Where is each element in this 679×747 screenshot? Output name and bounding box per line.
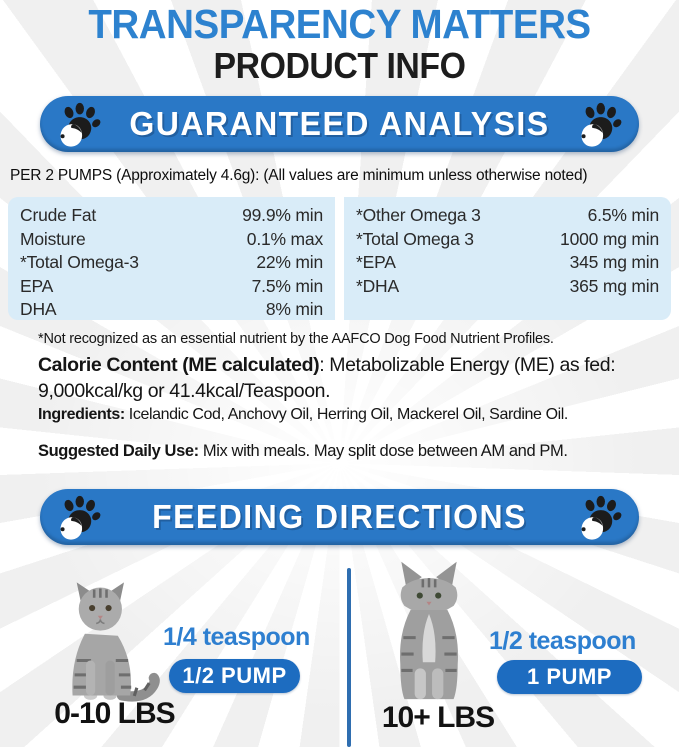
paw-dog-logo-icon bbox=[581, 102, 622, 147]
feeding-section-divider bbox=[347, 568, 351, 747]
calorie-label: Calorie Content (ME calculated) bbox=[38, 354, 320, 376]
guaranteed-analysis-banner: GUARANTEED ANALYSIS bbox=[40, 96, 639, 152]
nutrient-value: 99.9% min bbox=[242, 205, 323, 225]
nutrient-label: *DHA bbox=[356, 275, 399, 296]
analysis-table-left-column: Crude Fat 99.9% min Moisture 0.1% max *T… bbox=[8, 197, 335, 320]
dose-teaspoon-left: 1/4 teaspoon bbox=[163, 623, 310, 651]
feeding-directions-banner: FEEDING DIRECTIONS bbox=[40, 489, 639, 545]
suggested-daily-use: Suggested Daily Use: Mix with meals. May… bbox=[38, 442, 658, 461]
serving-note: PER 2 PUMPS (Approximately 4.6g): (All v… bbox=[10, 167, 588, 184]
table-row: *DHA 365 mg min bbox=[356, 275, 659, 299]
page-subtitle: PRODUCT INFO bbox=[213, 45, 466, 86]
table-row: DHA 8% min bbox=[20, 298, 323, 322]
nutrient-value: 345 mg min bbox=[569, 252, 660, 272]
table-row: Crude Fat 99.9% min bbox=[20, 204, 323, 228]
nutrient-label: *EPA bbox=[356, 252, 396, 272]
nutrient-value: 6.5% min bbox=[587, 205, 660, 225]
guaranteed-analysis-table: Crude Fat 99.9% min Moisture 0.1% max *T… bbox=[8, 197, 671, 320]
table-row: EPA 7.5% min bbox=[20, 275, 323, 299]
paw-dog-logo-icon bbox=[60, 102, 101, 147]
table-row: *Total Omega 3 1000 mg min bbox=[356, 228, 659, 252]
small-cat-image bbox=[72, 582, 160, 702]
large-cat-image bbox=[400, 561, 458, 700]
nutrient-label: Crude Fat bbox=[20, 205, 97, 225]
table-row: *Other Omega 3 6.5% min bbox=[356, 204, 659, 228]
table-row: *Total Omega-3 22% min bbox=[20, 251, 323, 275]
nutrient-label: Moisture bbox=[20, 228, 86, 249]
table-row: Moisture 0.1% max bbox=[20, 228, 323, 252]
nutrient-label: *Other Omega 3 bbox=[356, 205, 481, 225]
nutrient-value: 8% min bbox=[265, 299, 323, 319]
nutrient-value: 365 mg min bbox=[569, 275, 660, 296]
dose-pump-badge-right: 1 PUMP bbox=[497, 660, 642, 694]
nutrient-label: EPA bbox=[20, 275, 54, 296]
dose-teaspoon-right: 1/2 teaspoon bbox=[489, 627, 636, 655]
table-row: *EPA 345 mg min bbox=[356, 251, 659, 275]
analysis-table-right-column: *Other Omega 3 6.5% min *Total Omega 3 1… bbox=[344, 197, 671, 320]
suggested-label: Suggested Daily Use: bbox=[38, 442, 199, 460]
paw-dog-logo-icon bbox=[60, 495, 101, 540]
nutrient-label: DHA bbox=[20, 299, 57, 319]
guaranteed-analysis-title: GUARANTEED ANALYSIS bbox=[129, 105, 550, 142]
calorie-text: : Metabolizable Energy (ME) as fed: 9,00… bbox=[38, 354, 616, 402]
page-title: TRANSPARENCY MATTERS bbox=[88, 1, 591, 47]
nutrient-value: 7.5% min bbox=[251, 275, 324, 296]
nutrient-label: *Total Omega 3 bbox=[356, 228, 474, 249]
ingredients-label: Ingredients: bbox=[38, 406, 125, 423]
weight-range-right: 10+ LBS bbox=[381, 701, 495, 734]
ingredients: Ingredients: Icelandic Cod, Anchovy Oil,… bbox=[38, 406, 658, 424]
nutrient-value: 1000 mg min bbox=[560, 228, 659, 249]
nutrient-label: *Total Omega-3 bbox=[20, 252, 139, 272]
feeding-directions-title: FEEDING DIRECTIONS bbox=[152, 498, 527, 535]
dose-pump-badge-left: 1/2 PUMP bbox=[169, 659, 300, 693]
nutrient-value: 22% min bbox=[256, 252, 323, 272]
nutrient-value: 0.1% max bbox=[246, 228, 323, 249]
calorie-content: Calorie Content (ME calculated): Metabol… bbox=[38, 352, 650, 404]
weight-range-left: 0-10 LBS bbox=[54, 697, 175, 730]
paw-dog-logo-icon bbox=[581, 495, 622, 540]
aafco-footnote: *Not recognized as an essential nutrient… bbox=[38, 331, 554, 347]
suggested-text: Mix with meals. May split dose between A… bbox=[198, 442, 568, 460]
ingredients-text: Icelandic Cod, Anchovy Oil, Herring Oil,… bbox=[124, 406, 569, 423]
